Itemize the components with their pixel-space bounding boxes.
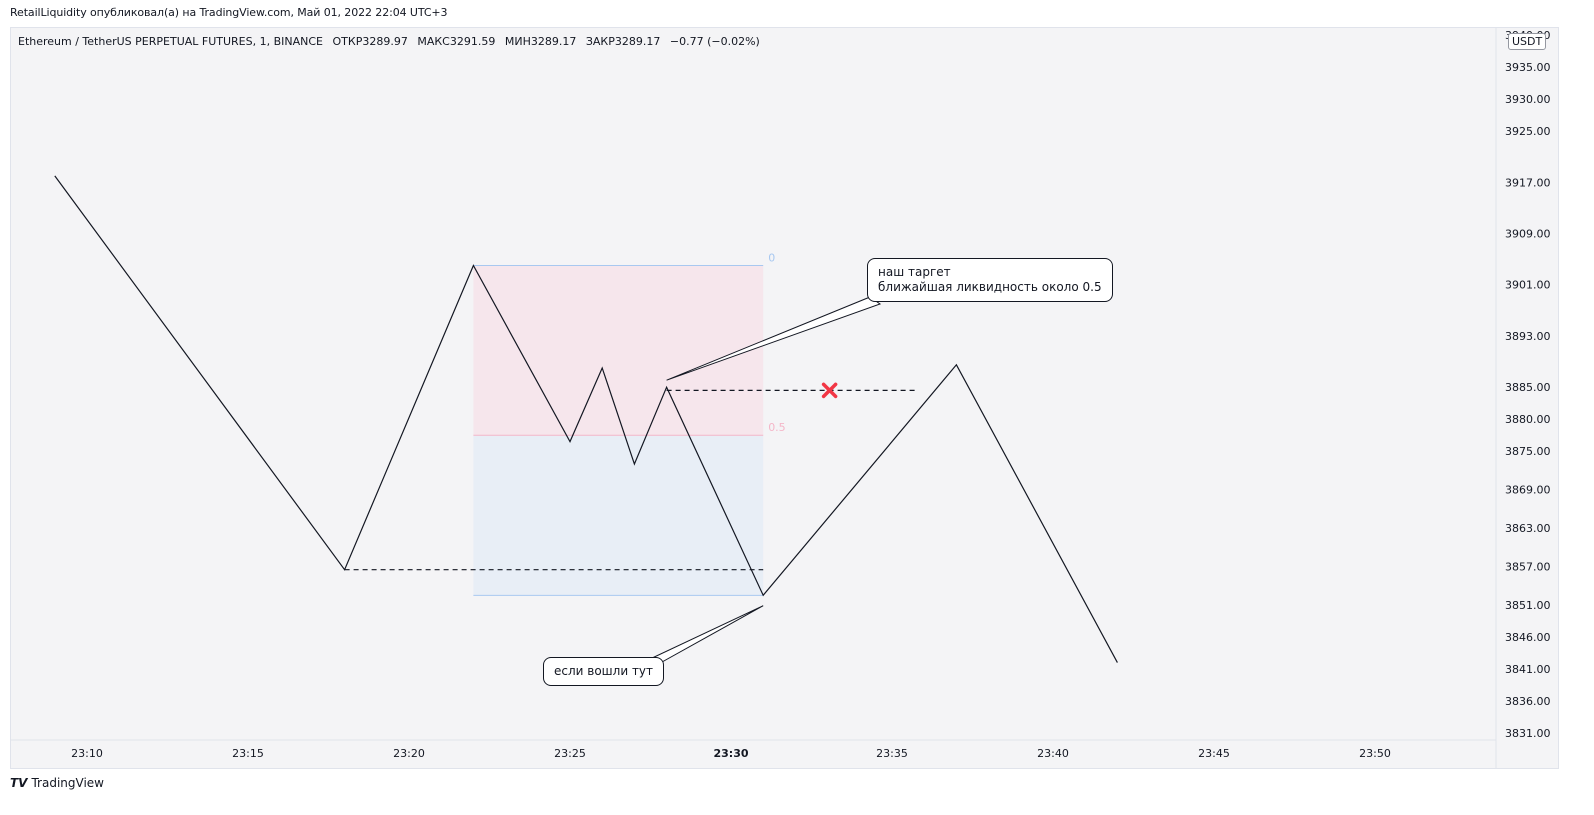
y-tick-label: 3857.00 xyxy=(1505,561,1551,574)
cross-icon[interactable] xyxy=(821,382,838,399)
chart-area[interactable] xyxy=(10,27,1559,769)
y-tick-label: 3885.00 xyxy=(1505,381,1551,394)
tv-logo-icon: 𝙏𝙑 xyxy=(10,776,28,790)
callout-target-line2: ближайшая ликвидность около 0.5 xyxy=(878,280,1102,294)
high-label: МАКС xyxy=(417,35,450,48)
low-label: МИН xyxy=(504,35,531,48)
y-tick-label: 3880.00 xyxy=(1505,413,1551,426)
x-tick-label: 23:30 xyxy=(713,747,748,760)
time-axis[interactable]: 23:10 23:15 23:20 23:25 23:30 23:35 23:40 23:45… xyxy=(10,739,1496,760)
footer-brand[interactable]: 𝙏𝙑 TradingView xyxy=(10,776,104,790)
y-tick-label: 3851.00 xyxy=(1505,599,1551,612)
y-tick-label: 3893.00 xyxy=(1505,330,1551,343)
symbol-legend[interactable]: Ethereum / TetherUS PERPETUAL FUTURES, 1… xyxy=(18,35,766,48)
fib-zone-upper xyxy=(473,265,764,436)
y-tick-label: 3925.00 xyxy=(1505,125,1551,138)
symbol-title[interactable]: Ethereum / TetherUS PERPETUAL FUTURES, 1… xyxy=(18,35,324,48)
y-tick-label: 3875.00 xyxy=(1505,445,1551,458)
publisher-line: RetailLiquidity опубликовал(а) на Tradin… xyxy=(10,6,448,19)
x-tick-label: 23:25 xyxy=(554,747,586,760)
x-tick-label: 23:40 xyxy=(1037,747,1069,760)
markers[interactable] xyxy=(821,382,838,399)
y-tick-label: 3836.00 xyxy=(1505,695,1551,708)
x-tick-label: 23:35 xyxy=(876,747,908,760)
x-tick-label: 23:20 xyxy=(393,747,425,760)
x-tick-label: 23:15 xyxy=(232,747,264,760)
price-line[interactable] xyxy=(54,175,1118,663)
y-tick-label: 3863.00 xyxy=(1505,522,1551,535)
open-value: 3289.97 xyxy=(362,35,408,48)
y-tick-label: 3841.00 xyxy=(1505,663,1551,676)
close-value: 3289.17 xyxy=(614,35,661,48)
dashed-levels[interactable] xyxy=(344,389,917,571)
y-tick-label: 3909.00 xyxy=(1505,228,1551,241)
y-tick-label: 3831.00 xyxy=(1505,727,1551,740)
close-label: ЗАКР xyxy=(585,35,615,48)
open-label: ОТКР xyxy=(332,35,363,48)
y-tick-label: 3930.00 xyxy=(1505,93,1551,106)
y-tick-label: 3846.00 xyxy=(1505,631,1551,644)
high-value: 3291.59 xyxy=(449,35,496,48)
x-tick-label: 23:10 xyxy=(71,747,103,760)
callout-entry-line1: если вошли тут xyxy=(554,664,654,678)
change-value: −0.77 (−0.02%) xyxy=(669,35,760,48)
fib-retracement[interactable]: 00.5 xyxy=(473,252,786,596)
x-tick-label: 23:45 xyxy=(1198,747,1230,760)
price-path[interactable] xyxy=(54,175,1118,663)
fib-label-0: 0 xyxy=(768,252,775,265)
currency-badge[interactable]: USDT xyxy=(1508,33,1547,50)
y-tick-label: 3901.00 xyxy=(1505,279,1551,292)
callout-entry-pointer xyxy=(648,605,764,663)
price-axis[interactable]: 3940.003935.003930.003925.003917.003909.… xyxy=(1495,27,1551,768)
footer-brand-text: TradingView xyxy=(31,776,104,790)
y-tick-label: 3869.00 xyxy=(1505,484,1551,497)
fib-label-05: 0.5 xyxy=(768,421,786,434)
callout-entry[interactable]: если вошли тут xyxy=(543,657,665,686)
callout-target-line1: наш таргет xyxy=(878,265,951,279)
x-tick-label: 23:50 xyxy=(1359,747,1391,760)
y-tick-label: 3917.00 xyxy=(1505,176,1551,189)
y-tick-label: 3935.00 xyxy=(1505,61,1551,74)
cross-stroke-b xyxy=(821,382,838,399)
low-value: 3289.17 xyxy=(530,35,577,48)
callout-target[interactable]: наш таргет ближайшая ликвидность около 0… xyxy=(867,258,1113,302)
fib-zone-lower xyxy=(473,435,764,596)
